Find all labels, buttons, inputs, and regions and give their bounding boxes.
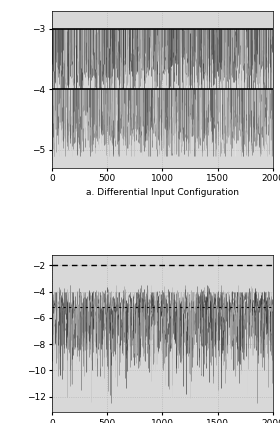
X-axis label: a. Differential Input Configuration: a. Differential Input Configuration: [86, 187, 239, 197]
